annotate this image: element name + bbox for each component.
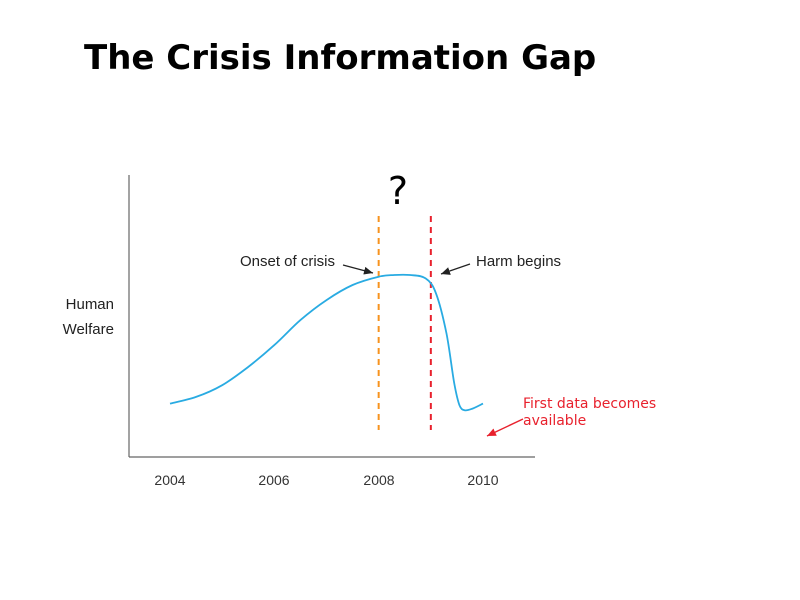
harm-arrow-icon (440, 263, 471, 275)
x-tick-label: 2006 (258, 472, 289, 488)
y-axis-label-line-1: Human (66, 296, 114, 313)
human-welfare-curve (169, 273, 484, 412)
x-tick-label: 2004 (154, 472, 185, 488)
onset-of-crisis-label: Onset of crisis (240, 253, 335, 270)
first-data-available-label-line-2: available (523, 413, 586, 429)
first-data-arrow-icon (486, 418, 524, 437)
slide-title: The Crisis Information Gap (84, 38, 597, 78)
harm-begins-label: Harm begins (476, 253, 561, 270)
first-data-available-label-line-1: First data becomes (523, 396, 656, 412)
question-mark-annotation: ? (388, 169, 408, 213)
x-tick-label: 2010 (467, 472, 498, 488)
onset-arrow-icon (342, 264, 374, 275)
y-axis-label-line-2: Welfare (63, 321, 114, 338)
x-tick-label: 2008 (363, 472, 394, 488)
